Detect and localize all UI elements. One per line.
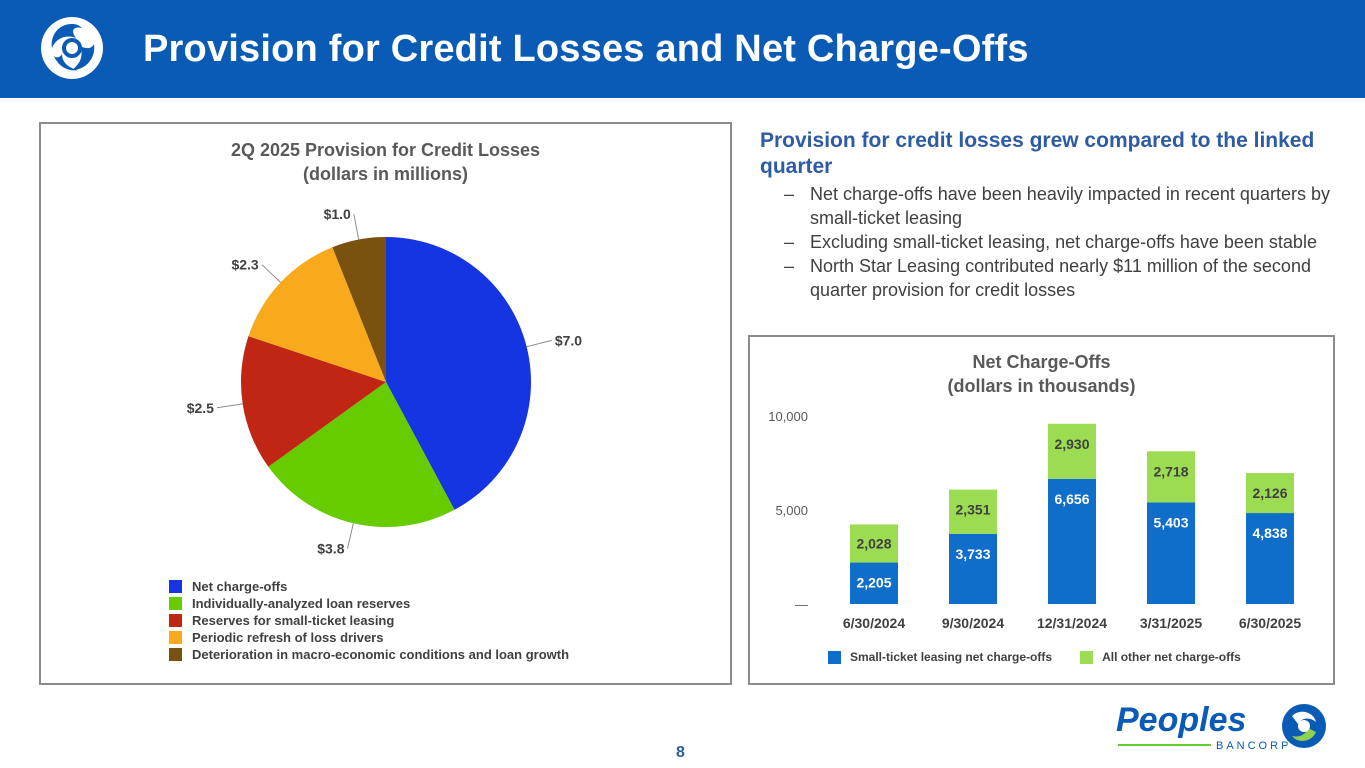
brand-sub: BANCORP — [1216, 740, 1291, 752]
pie-slice — [248, 247, 386, 382]
bar-data-label: 2,930 — [1054, 436, 1089, 452]
bar-legend-item: All other net charge-offs — [1080, 650, 1241, 664]
pie-chart: $7.0 $3.8 $2.5 $2.3 $1.0 — [187, 206, 583, 557]
legend-label: Individually-analyzed loan reserves — [192, 596, 411, 611]
legend-label: Reserves for small-ticket leasing — [192, 613, 395, 628]
pie-chart-panel: 2Q 2025 Provision for Credit Losses (dol… — [39, 122, 732, 685]
legend-swatch — [169, 597, 182, 610]
pie-data-label: $1.0 — [324, 206, 351, 222]
pie-leader-line — [526, 339, 552, 348]
page-number: 8 — [676, 744, 685, 761]
page-title: Provision for Credit Losses and Net Char… — [143, 28, 1029, 70]
pie-leader-line — [216, 403, 243, 409]
bar-segment — [949, 533, 997, 604]
x-tick-label: 9/30/2024 — [942, 615, 1004, 631]
pie-title-line1: 2Q 2025 Provision for Credit Losses — [230, 140, 541, 160]
bar-data-label: 6,656 — [1054, 491, 1089, 507]
legend-swatch — [828, 650, 841, 664]
commentary-bullet: – North Star Leasing contributed nearly $… — [784, 256, 1311, 300]
legend-label: Periodic refresh of loss drivers — [192, 630, 384, 645]
legend-label: Net charge-offs — [192, 579, 288, 594]
pie-data-label: $2.5 — [187, 400, 214, 416]
pie-slice — [268, 382, 455, 527]
pie-leader-line — [347, 523, 354, 549]
legend-label: Small-ticket leasing net charge-offs — [850, 650, 1053, 664]
legend-swatch — [169, 580, 182, 593]
bar-chart-title: Net Charge-Offs (dollars in thousands) — [750, 350, 1333, 398]
legend-swatch — [1080, 650, 1094, 664]
bar-segment — [1048, 423, 1096, 479]
x-tick-label: 3/31/2025 — [1140, 615, 1202, 631]
bar-data-label: 2,126 — [1252, 485, 1287, 501]
bar-title-line1: Net Charge-Offs — [972, 352, 1111, 372]
bar-data-label: 2,028 — [856, 535, 891, 551]
bar-title-line2: (dollars in thousands) — [947, 376, 1136, 396]
pie-leader-line — [261, 264, 281, 283]
pie-legend-item: Deterioration in macro-economic conditio… — [169, 646, 569, 663]
bar-segment — [949, 489, 997, 534]
y-tick-label: — — [795, 597, 808, 612]
bullet-dash: – — [784, 184, 795, 204]
pie-chart-title: 2Q 2025 Provision for Credit Losses (dol… — [41, 138, 730, 186]
bar-segment — [850, 562, 898, 604]
pie-legend-item: Net charge-offs — [169, 578, 569, 595]
bar-data-label: 2,351 — [955, 502, 990, 518]
legend-label: Deterioration in macro-economic conditio… — [192, 647, 570, 662]
legend-swatch — [169, 631, 182, 644]
bar-legend-item: Small-ticket leasing net charge-offs — [828, 650, 1052, 664]
pie-legend-item: Reserves for small-ticket leasing — [169, 612, 569, 629]
brand-name: Peoples — [1116, 701, 1246, 739]
commentary-heading: Provision for credit losses grew compare… — [760, 129, 1315, 178]
pie-data-label: $2.3 — [231, 257, 258, 273]
x-tick-label: 12/31/2024 — [1037, 615, 1107, 631]
pie-slice — [241, 336, 386, 467]
pie-legend-item: Individually-analyzed loan reserves — [169, 595, 569, 612]
bar-chart-panel: Net Charge-Offs (dollars in thousands) —… — [748, 335, 1335, 685]
bar-chart: — 5,000 10,000 2,205 2,028 6/30/2024 3,733 2,35… — [768, 409, 1301, 631]
bar-data-label: 2,718 — [1153, 463, 1188, 479]
legend-swatch — [169, 614, 182, 627]
bar-segment — [1246, 513, 1294, 604]
commentary: Provision for credit losses grew compare… — [760, 128, 1340, 302]
bullet-dash: – — [784, 256, 795, 276]
bar-legend: Small-ticket leasing net charge-offs All… — [828, 650, 1269, 664]
pie-data-label: $7.0 — [555, 332, 582, 348]
x-tick-label: 6/30/2025 — [1239, 615, 1301, 631]
pie-data-label: $3.8 — [317, 541, 344, 557]
header-bar: Provision for Credit Losses and Net Char… — [0, 0, 1365, 98]
legend-swatch — [169, 648, 182, 661]
x-tick-label: 6/30/2024 — [843, 615, 905, 631]
bullet-dash: – — [784, 232, 795, 252]
bar-segment — [1246, 473, 1294, 514]
bar-data-label: 5,403 — [1153, 514, 1188, 530]
bar-data-label: 2,205 — [856, 575, 891, 591]
legend-label: All other net charge-offs — [1102, 650, 1241, 664]
pie-slice — [386, 237, 531, 510]
commentary-bullet: – Net charge-offs have been heavily impac… — [784, 184, 1330, 228]
peoples-bancorp-logo-icon: Peoples BANCORP — [1116, 701, 1326, 752]
pie-legend: Net charge-offs Individually-analyzed loa… — [169, 578, 569, 663]
y-tick-label: 5,000 — [775, 503, 808, 518]
footer-logo: Peoples BANCORP — [1116, 700, 1331, 760]
y-tick-label: 10,000 — [768, 409, 808, 424]
pie-leader-line — [353, 213, 360, 240]
bar-segment — [1048, 478, 1096, 604]
peoples-logo-icon — [41, 17, 103, 79]
pie-title-line2: (dollars in millions) — [302, 164, 468, 184]
pie-legend-item: Periodic refresh of loss drivers — [169, 629, 569, 646]
pie-slice — [332, 237, 386, 382]
commentary-bullet: – Excluding small-ticket leasing, net cha… — [784, 232, 1317, 252]
bar-segment — [1147, 451, 1195, 503]
bar-data-label: 4,838 — [1252, 525, 1287, 541]
bar-segment — [1147, 502, 1195, 604]
bar-segment — [850, 524, 898, 563]
bar-data-label: 3,733 — [955, 546, 990, 562]
